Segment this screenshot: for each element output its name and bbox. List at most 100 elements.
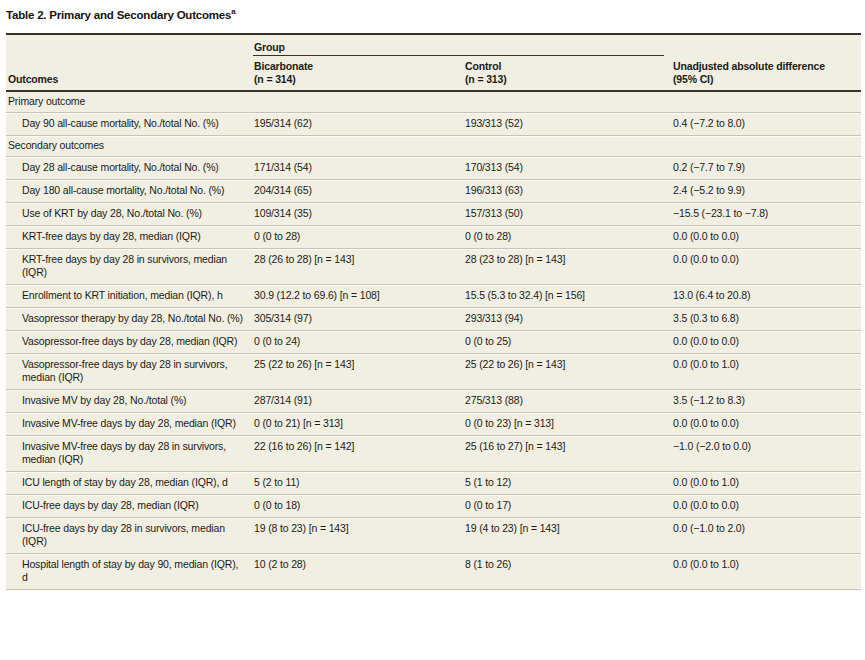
difference-value-cell: 0.0 (0.0 to 0.0) — [672, 226, 861, 248]
bicarbonate-value-cell: 19 (8 to 23) [n = 143] — [253, 518, 464, 553]
section-label: Primary outcome — [6, 92, 861, 112]
table-row: Invasive MV-free days by day 28 in survi… — [6, 436, 861, 472]
difference-value-cell: 0.0 (0.0 to 1.0) — [672, 472, 861, 494]
table-row: Hospital length of stay by day 90, media… — [6, 554, 861, 590]
bicarbonate-value-cell: 10 (2 to 28) — [253, 554, 464, 589]
control-value-cell: 293/313 (94) — [464, 308, 672, 330]
table-title: Table 2. Primary and Secondary Outcomesa — [0, 0, 865, 21]
bicarbonate-value-cell: 0 (0 to 28) — [253, 226, 464, 248]
control-value-cell: 275/313 (88) — [464, 390, 672, 412]
outcome-label-cell: Use of KRT by day 28, No./total No. (%) — [6, 203, 253, 225]
control-value-cell: 0 (0 to 25) — [464, 331, 672, 353]
outcomes-table: Group Outcomes Bicarbonate (n = 314) Con… — [6, 33, 861, 590]
outcome-label-cell: Invasive MV-free days by day 28 in survi… — [6, 436, 253, 471]
section-row: Primary outcome — [6, 92, 861, 113]
outcome-label-cell: ICU-free days by day 28 in survivors, me… — [6, 518, 253, 553]
bicarbonate-value-cell: 0 (0 to 18) — [253, 495, 464, 517]
column-header-bicarbonate: Bicarbonate (n = 314) — [253, 56, 464, 90]
outcome-label-cell: Hospital length of stay by day 90, media… — [6, 554, 253, 589]
outcome-label-cell: Day 90 all-cause mortality, No./total No… — [6, 113, 253, 135]
outcome-label-cell: Invasive MV by day 28, No./total (%) — [6, 390, 253, 412]
bicarbonate-value-cell: 30.9 (12.2 to 69.6) [n = 108] — [253, 285, 464, 307]
table-title-footnote-marker: a — [231, 7, 235, 16]
difference-value-cell: 2.4 (−5.2 to 9.9) — [672, 180, 861, 202]
difference-value-cell: −1.0 (−2.0 to 0.0) — [672, 436, 861, 471]
control-value-cell: 5 (1 to 12) — [464, 472, 672, 494]
bicarbonate-value-cell: 5 (2 to 11) — [253, 472, 464, 494]
control-value-cell: 25 (22 to 26) [n = 143] — [464, 354, 672, 389]
bicarbonate-value-cell: 28 (26 to 28) [n = 143] — [253, 249, 464, 284]
table-row: Invasive MV-free days by day 28, median … — [6, 413, 861, 436]
difference-value-cell: 0.0 (0.0 to 1.0) — [672, 354, 861, 389]
control-value-cell: 193/313 (52) — [464, 113, 672, 135]
group-header-band: Group — [6, 35, 861, 56]
table-row: Enrollment to KRT initiation, median (IQ… — [6, 285, 861, 308]
table-row: Day 28 all-cause mortality, No./total No… — [6, 157, 861, 180]
outcome-label-cell: ICU-free days by day 28, median (IQR) — [6, 495, 253, 517]
bicarbonate-value-cell: 195/314 (62) — [253, 113, 464, 135]
bicarbonate-value-cell: 109/314 (35) — [253, 203, 464, 225]
table-row: Invasive MV by day 28, No./total (%)287/… — [6, 390, 861, 413]
difference-value-cell: 13.0 (6.4 to 20.8) — [672, 285, 861, 307]
control-value-cell: 170/313 (54) — [464, 157, 672, 179]
difference-value-cell: 0.0 (−1.0 to 2.0) — [672, 518, 861, 553]
outcome-label-cell: ICU length of stay by day 28, median (IQ… — [6, 472, 253, 494]
outcome-label-cell: Vasopressor therapy by day 28, No./total… — [6, 308, 253, 330]
control-value-cell: 19 (4 to 23) [n = 143] — [464, 518, 672, 553]
control-value-cell: 0 (0 to 23) [n = 313] — [464, 413, 672, 435]
control-value-cell: 0 (0 to 17) — [464, 495, 672, 517]
outcome-label-cell: Day 28 all-cause mortality, No./total No… — [6, 157, 253, 179]
table-title-text: Table 2. Primary and Secondary Outcomes — [6, 9, 231, 21]
control-value-cell: 25 (16 to 27) [n = 143] — [464, 436, 672, 471]
column-header-outcomes: Outcomes — [6, 69, 253, 91]
control-value-cell: 157/313 (50) — [464, 203, 672, 225]
section-row: Secondary outcomes — [6, 136, 861, 157]
column-header-control: Control (n = 313) — [464, 56, 672, 90]
outcome-label-cell: KRT-free days by day 28, median (IQR) — [6, 226, 253, 248]
table-row: KRT-free days by day 28, median (IQR)0 (… — [6, 226, 861, 249]
bicarbonate-value-cell: 0 (0 to 24) — [253, 331, 464, 353]
difference-value-cell: 0.0 (0.0 to 0.0) — [672, 331, 861, 353]
outcome-label-cell: Invasive MV-free days by day 28, median … — [6, 413, 253, 435]
difference-value-cell: 3.5 (−1.2 to 8.3) — [672, 390, 861, 412]
difference-value-cell: 0.0 (0.0 to 0.0) — [672, 413, 861, 435]
outcome-label-cell: KRT-free days by day 28 in survivors, me… — [6, 249, 253, 284]
table-row: Vasopressor-free days by day 28 in survi… — [6, 354, 861, 390]
outcome-label-cell: Enrollment to KRT initiation, median (IQ… — [6, 285, 253, 307]
difference-value-cell: −15.5 (−23.1 to −7.8) — [672, 203, 861, 225]
control-value-cell: 196/313 (63) — [464, 180, 672, 202]
bicarbonate-value-cell: 22 (16 to 26) [n = 142] — [253, 436, 464, 471]
column-headers-band: Outcomes Bicarbonate (n = 314) Control (… — [6, 56, 861, 90]
bicarbonate-value-cell: 287/314 (91) — [253, 390, 464, 412]
difference-value-cell: 0.4 (−7.2 to 8.0) — [672, 113, 861, 135]
table-row: Vasopressor-free days by day 28, median … — [6, 331, 861, 354]
control-value-cell: 15.5 (5.3 to 32.4) [n = 156] — [464, 285, 672, 307]
bicarbonate-value-cell: 25 (22 to 26) [n = 143] — [253, 354, 464, 389]
table-row: Day 90 all-cause mortality, No./total No… — [6, 113, 861, 136]
control-value-cell: 0 (0 to 28) — [464, 226, 672, 248]
table-row: Day 180 all-cause mortality, No./total N… — [6, 180, 861, 203]
bicarbonate-value-cell: 305/314 (97) — [253, 308, 464, 330]
table-header: Group Outcomes Bicarbonate (n = 314) Con… — [6, 33, 861, 92]
difference-value-cell: 0.0 (0.0 to 1.0) — [672, 554, 861, 589]
outcome-label-cell: Day 180 all-cause mortality, No./total N… — [6, 180, 253, 202]
section-label: Secondary outcomes — [6, 136, 861, 156]
outcome-label-cell: Vasopressor-free days by day 28, median … — [6, 331, 253, 353]
table-body: Primary outcomeDay 90 all-cause mortalit… — [6, 92, 861, 590]
table-row: ICU length of stay by day 28, median (IQ… — [6, 472, 861, 495]
difference-value-cell: 0.0 (0.0 to 0.0) — [672, 495, 861, 517]
journal-table-page: Table 2. Primary and Secondary Outcomesa… — [0, 0, 865, 660]
table-row: Vasopressor therapy by day 28, No./total… — [6, 308, 861, 331]
bicarbonate-value-cell: 171/314 (54) — [253, 157, 464, 179]
table-row: KRT-free days by day 28 in survivors, me… — [6, 249, 861, 285]
bicarbonate-value-cell: 204/314 (65) — [253, 180, 464, 202]
difference-value-cell: 3.5 (0.3 to 6.8) — [672, 308, 861, 330]
table-row: Use of KRT by day 28, No./total No. (%)1… — [6, 203, 861, 226]
difference-value-cell: 0.0 (0.0 to 0.0) — [672, 249, 861, 284]
outcome-label-cell: Vasopressor-free days by day 28 in survi… — [6, 354, 253, 389]
table-row: ICU-free days by day 28, median (IQR)0 (… — [6, 495, 861, 518]
column-header-difference: Unadjusted absolute difference (95% CI) — [672, 56, 861, 90]
control-value-cell: 8 (1 to 26) — [464, 554, 672, 589]
control-value-cell: 28 (23 to 28) [n = 143] — [464, 249, 672, 284]
bicarbonate-value-cell: 0 (0 to 21) [n = 313] — [253, 413, 464, 435]
